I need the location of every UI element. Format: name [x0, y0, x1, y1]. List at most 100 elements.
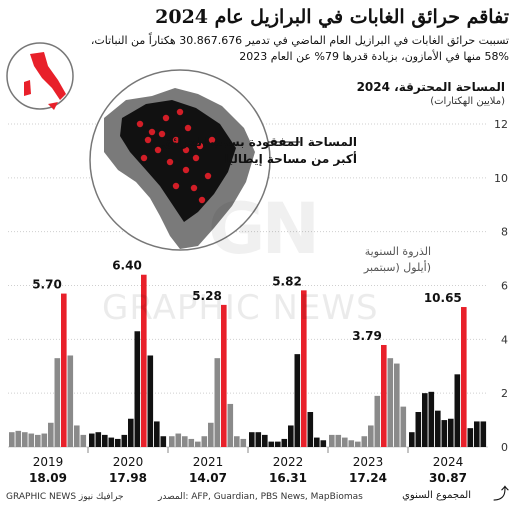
bar: [348, 440, 355, 447]
fire-spot: [192, 154, 200, 162]
bar: [355, 441, 361, 447]
fire-spot: [196, 142, 204, 150]
peak-data-label: 5.70: [32, 278, 62, 292]
x-year-label: 2023: [353, 455, 384, 469]
annual-total-label: المجموع السنوي: [402, 490, 471, 501]
bar: [448, 418, 454, 447]
bar: [314, 437, 320, 447]
bar: [208, 422, 214, 447]
bar: [134, 331, 141, 447]
peak-data-label: 10.65: [424, 291, 462, 305]
x-year-label: 2022: [273, 455, 304, 469]
annual-total-value: 17.98: [109, 471, 147, 485]
y-tick-label: 0: [501, 441, 508, 454]
watermark-text: GRAPHIC NEWS: [102, 288, 379, 328]
bar: [108, 437, 115, 447]
bar: [249, 432, 255, 447]
bar: [234, 436, 240, 447]
fire-spot: [198, 196, 206, 204]
bar: [80, 434, 87, 447]
watermark-logo: GN: [208, 188, 320, 270]
subtitle-line-2: 58% منها في الأمازون، بزيادة قدرها 79% ع…: [239, 50, 509, 63]
fire-spot: [172, 136, 180, 144]
y-tick-label: 4: [501, 333, 508, 346]
y-axis-title: المساحة المحترقة، 2024: [356, 80, 505, 94]
x-year-label: 2019: [33, 455, 64, 469]
bar: [400, 406, 407, 447]
bar: [268, 441, 275, 447]
bar: [128, 418, 134, 447]
chart-title: تفاقم حرائق الغابات في البرازيل عام 2024: [155, 6, 509, 28]
italy-map-shape: [30, 52, 66, 100]
bar: [329, 434, 335, 447]
bar: [221, 304, 227, 447]
fire-spot: [162, 114, 170, 122]
bar: [35, 434, 41, 447]
bar: [188, 438, 195, 447]
bar: [428, 391, 435, 447]
x-year-label: 2021: [193, 455, 224, 469]
sicily-map-shape: [48, 102, 58, 110]
bar: [22, 432, 28, 447]
annotation-line-1: المساحة المفقودة بسبب الحرائق: [161, 135, 357, 149]
bar: [28, 433, 35, 447]
bar: [102, 434, 108, 447]
bar: [281, 438, 288, 447]
bar: [374, 395, 381, 447]
bar: [195, 441, 201, 447]
fire-spot: [166, 158, 174, 166]
bar: [160, 436, 167, 447]
y-tick-label: 8: [501, 226, 508, 239]
x-year-label: 2020: [113, 455, 144, 469]
bar: [288, 425, 294, 447]
bar: [454, 374, 461, 447]
bar: [182, 436, 188, 447]
fire-spot: [204, 172, 212, 180]
bar: [115, 438, 121, 447]
bar: [54, 358, 61, 447]
bar: [301, 290, 307, 447]
fire-spot: [144, 136, 152, 144]
annotation-line-2: أكبر من مساحة إيطاليا: [223, 152, 357, 166]
bar: [307, 412, 314, 447]
subtitle-line-1: تسببت حرائق الغابات في البرازيل العام ال…: [90, 34, 509, 47]
bar: [368, 425, 374, 447]
sardinia-map-shape: [24, 80, 31, 96]
bar: [381, 344, 387, 447]
fire-spot: [158, 130, 166, 138]
fire-spot: [154, 146, 162, 154]
bar: [48, 422, 54, 447]
y-tick-label: 2: [501, 387, 508, 400]
credit-note: GRAPHIC NEWS جرافيك نيوز: [6, 492, 124, 502]
bar: [227, 403, 234, 447]
y-tick-label: 6: [501, 280, 508, 293]
bar: [415, 412, 422, 447]
bar: [361, 436, 368, 447]
bar: [474, 421, 480, 447]
bar: [467, 428, 474, 447]
fire-spot: [190, 184, 198, 192]
y-tick-label: 12: [494, 118, 508, 131]
bar: [441, 420, 448, 447]
fire-spot: [182, 146, 190, 154]
bar: [240, 438, 247, 447]
bar: [61, 293, 67, 447]
bar: [74, 425, 80, 447]
bar: [387, 358, 394, 447]
bar: [320, 440, 327, 447]
bar: [121, 434, 128, 447]
annual-total-value: 14.07: [189, 471, 227, 485]
bar: [294, 354, 301, 447]
bar: [335, 434, 342, 447]
bar: [342, 437, 348, 447]
bar: [461, 307, 467, 447]
bar: [89, 433, 95, 447]
bar: [435, 410, 441, 447]
bar: [9, 432, 15, 447]
brazil-map-shape: [120, 100, 236, 222]
bar: [141, 274, 147, 447]
bar: [422, 393, 428, 447]
peak-label-line-2: (أيلول (سبتمبر: [363, 261, 431, 274]
peak-data-label: 5.82: [272, 274, 302, 288]
